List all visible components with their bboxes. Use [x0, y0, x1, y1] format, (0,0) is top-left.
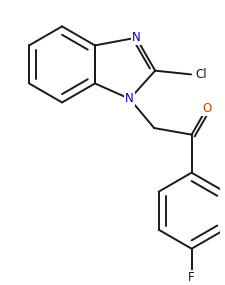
Text: N: N: [132, 31, 141, 44]
Text: Cl: Cl: [195, 68, 207, 81]
Text: F: F: [188, 271, 195, 284]
Text: N: N: [125, 92, 134, 105]
Text: O: O: [202, 102, 212, 115]
